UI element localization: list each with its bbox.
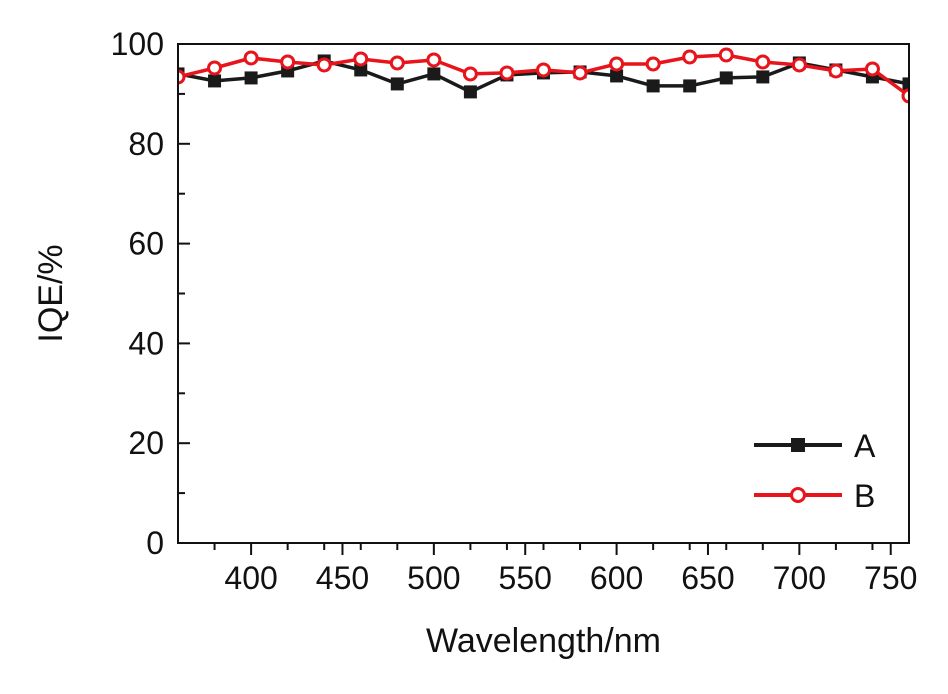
x-tick-label: 750 [864,560,917,596]
ticks-layer [178,43,892,555]
legend-item-A: A [754,428,876,464]
series-A-point [427,67,441,81]
x-tick-label: 400 [224,560,277,596]
series-B-point [864,61,880,77]
series-B-point [426,52,442,68]
y-tick-label: 0 [146,525,164,561]
x-tick-label: 600 [590,560,643,596]
series-A-point [756,70,770,84]
x-tick-label: 500 [407,560,460,596]
series-B-point [243,50,259,66]
series-A-point [610,69,624,83]
series-A-point [646,79,660,93]
series-A-point [244,71,258,85]
legend-label: A [854,428,876,464]
legend-marker [790,487,806,503]
series-A [178,54,909,99]
y-tick-label: 60 [128,226,164,262]
series-B-point [178,69,186,85]
series-A-point [683,79,697,93]
series-B-point [536,62,551,78]
legend: AB [754,428,876,514]
series-B-point [791,57,807,73]
series-B [178,47,909,104]
series-B-point [389,55,405,71]
legend-label: B [854,478,875,514]
series-B-point [499,65,515,81]
series-A-point [354,63,368,77]
x-tick-label: 450 [316,560,369,596]
series-A-point [463,85,477,99]
labels-layer: 0 20 40 60 80 100 400 450 500 550 600 650 700 750 [111,26,918,596]
series-layer [178,47,909,104]
series-B-point [718,47,734,63]
x-tick-label: 550 [499,560,552,596]
y-tick-label: 100 [111,26,164,62]
y-tick-label: 80 [128,126,164,162]
series-A-point [208,74,222,88]
series-A-point [390,77,404,91]
legend-item-B: B [754,478,875,514]
x-tick-label: 650 [681,560,734,596]
x-tick-label: 700 [773,560,826,596]
series-B-point [755,54,771,70]
y-tick-label: 20 [128,425,164,461]
series-B-point [353,51,369,67]
series-B-point [572,65,588,81]
y-axis-title: IQE/% [32,244,70,342]
legend-marker [791,438,805,452]
series-A-point [719,71,733,85]
x-axis-title: Wavelength/nm [426,622,661,660]
series-B-point [682,49,698,65]
series-B-point [207,60,223,76]
series-B-point [462,66,478,82]
series-A-point [902,77,909,91]
series-B-point [645,56,661,72]
series-B-point [316,57,332,73]
series-B-point [280,54,296,70]
series-B-point [609,56,625,72]
series-B-point [828,63,844,79]
series-B-point [901,88,909,104]
y-tick-label: 40 [128,325,164,361]
